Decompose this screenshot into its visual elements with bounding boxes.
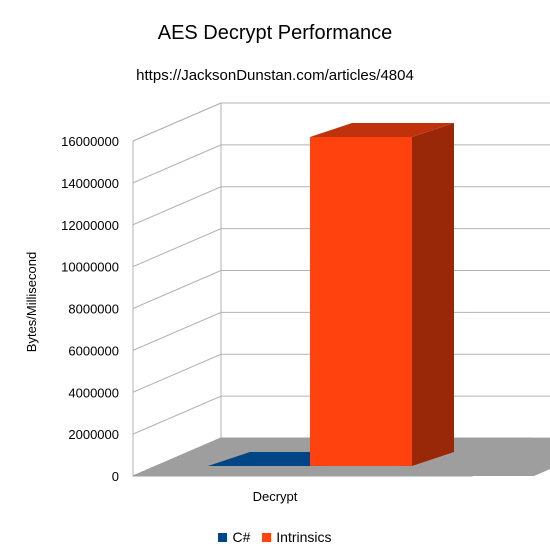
gridline-side [132, 144, 222, 184]
gridline-side [132, 102, 222, 142]
gridline-side [132, 353, 222, 393]
legend-label-csharp: C# [232, 529, 251, 545]
bar-front-intrinsics [310, 137, 412, 466]
gridline-side [132, 270, 222, 309]
y-tick-label: 2000000 [68, 427, 119, 442]
gridline-side [132, 311, 222, 351]
y-tick-label: 4000000 [68, 385, 119, 400]
gridline-side [132, 395, 222, 435]
legend-swatch-csharp [218, 532, 228, 542]
y-tick-label: 0 [112, 469, 119, 484]
y-tick-label: 10000000 [61, 260, 119, 275]
legend-swatch-intrinsics [262, 532, 272, 542]
gridline-side [132, 228, 222, 268]
chart-title: AES Decrypt Performance [157, 22, 393, 44]
chart-legend: C# Intrinsics [0, 529, 550, 545]
y-tick-label: 6000000 [68, 343, 119, 358]
y-tick-label: 12000000 [61, 218, 119, 233]
bar-side-intrinsics [412, 123, 454, 466]
legend-item-intrinsics: Intrinsics [262, 529, 332, 545]
legend-label-intrinsics: Intrinsics [276, 529, 332, 545]
y-tick-label: 16000000 [61, 134, 119, 149]
gridline-side [132, 186, 222, 226]
legend-item-csharp: C# [218, 529, 250, 545]
x-category-label: Decrypt [253, 489, 298, 504]
y-tick-label: 14000000 [61, 176, 119, 191]
y-axis-title: Bytes/Millisecond [24, 252, 39, 352]
bar-top-intrinsics [310, 123, 454, 137]
chart-subtitle: https://JacksonDunstan.com/articles/4804 [136, 67, 414, 84]
y-tick-label: 8000000 [68, 302, 119, 317]
